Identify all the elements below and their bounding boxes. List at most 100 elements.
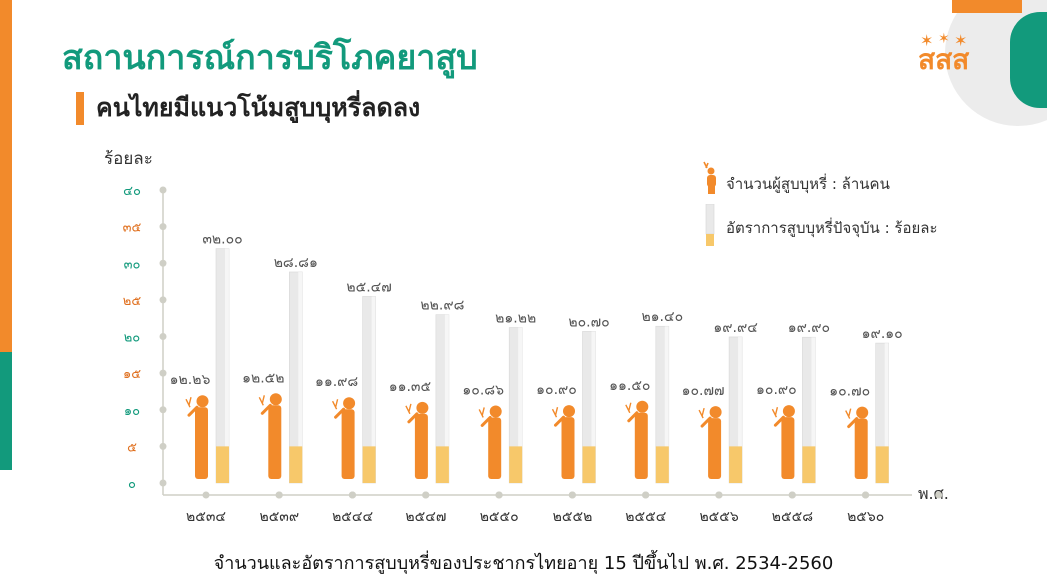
smoker-figure-head xyxy=(856,406,869,419)
y-tick-dot xyxy=(159,223,167,231)
rate-data-label: ๒๕.๔๗ xyxy=(346,279,391,295)
smoker-figure-arm xyxy=(407,412,419,424)
svg-text:✶: ✶ xyxy=(920,31,933,50)
legend-label-smokers: จำนวนผู้สูบบุหรี่ : ล้านคน xyxy=(726,175,890,193)
rate-data-label: ๑๙.๙๐ xyxy=(788,320,830,336)
y-tick-label: ๑๕ xyxy=(123,367,141,382)
cigarette-filter xyxy=(729,446,743,483)
cigarette-filter xyxy=(655,446,669,483)
smoke-puff xyxy=(625,402,632,414)
y-tick-label: ๓๕ xyxy=(123,221,142,236)
smoker-figure-head xyxy=(196,395,209,408)
logo-stars-icon: ✶ ✶ ✶ xyxy=(920,31,967,50)
smoker-figure-head xyxy=(636,400,649,413)
y-tick-dot xyxy=(159,259,167,267)
cigarette-highlight xyxy=(225,248,229,483)
page-subtitle: คนไทยมีแนวโน้มสูบบุหรี่ลดลง xyxy=(96,93,421,122)
chart-caption: จำนวนและอัตราการสูบบุหรี่ของประชากรไทยอา… xyxy=(213,553,834,574)
y-tick-label: ๔๐ xyxy=(123,184,141,199)
x-tick-label: ๒๕๔๔ xyxy=(332,509,373,525)
x-tick-dot xyxy=(862,491,870,499)
left-orange-strip xyxy=(0,0,12,352)
smoker-figure-head xyxy=(269,393,282,406)
y-tick-dot xyxy=(159,186,167,194)
x-tick-dot xyxy=(349,491,357,499)
corner-orange-bar xyxy=(952,0,1022,13)
smoke-puff xyxy=(258,395,265,406)
x-tick-label: ๒๕๕๐ xyxy=(480,509,519,525)
smoke-puff xyxy=(331,399,339,410)
cigarette-filter xyxy=(802,446,816,483)
smoker-figure-body xyxy=(634,412,648,479)
cigarette-highlight xyxy=(664,326,669,483)
rate-data-label: ๓๒.๐๐ xyxy=(202,232,242,248)
smoker-figure-body xyxy=(854,418,868,479)
smoker-data-label: ๑๐.๘๖ xyxy=(462,382,504,398)
smoker-figure-arm xyxy=(260,403,272,415)
smoker-figure-head xyxy=(489,405,502,418)
legend-label-rate: อัตราการสูบบุหรี่ปัจจุบัน : ร้อยละ xyxy=(726,219,938,237)
cigarette-filter xyxy=(582,446,596,483)
x-tick-label: ๒๕๕๒ xyxy=(553,509,593,525)
smoker-figure-body xyxy=(708,418,722,479)
smoker-figure-body xyxy=(561,417,575,479)
y-axis-label: ร้อยละ xyxy=(104,149,153,169)
y-tick-label: ๐ xyxy=(128,477,136,492)
smoker-data-label: ๑๐.๗๐ xyxy=(829,384,870,400)
y-tick-dot xyxy=(159,406,167,414)
cigarette-highlight xyxy=(298,271,303,483)
x-tick-dot xyxy=(935,491,943,499)
smoker-data-label: ๑๒.๕๒ xyxy=(242,370,284,386)
left-green-strip xyxy=(0,352,12,470)
smoker-figure-head xyxy=(416,401,429,414)
smoke-puff xyxy=(478,407,485,418)
smoke-puff xyxy=(771,406,779,418)
x-tick-dot xyxy=(422,491,430,499)
smoker-figure-body xyxy=(781,417,795,479)
cigarette-highlight xyxy=(738,336,743,483)
smoker-figure-head xyxy=(343,397,356,410)
smoke-puff xyxy=(845,408,852,419)
svg-text:✶: ✶ xyxy=(954,31,967,50)
smoker-data-label: ๑๐.๙๐ xyxy=(536,382,577,398)
smoker-data-label: ๑๐.๙๐ xyxy=(756,382,797,398)
x-tick-dot xyxy=(275,491,283,499)
x-tick-dot xyxy=(202,491,210,499)
cigarette-filter xyxy=(289,446,303,483)
rate-data-label: ๒๑.๒๒ xyxy=(495,311,536,327)
cigarette-filter xyxy=(216,446,229,483)
svg-text:✶: ✶ xyxy=(938,31,950,47)
rate-data-label: ๒๘.๘๑ xyxy=(274,255,318,271)
smoker-figure-arm xyxy=(334,407,346,419)
smoke-puff xyxy=(405,403,412,415)
y-tick-label: ๕ xyxy=(127,440,137,455)
smoker-figure-head xyxy=(563,405,575,418)
cigarette-legend-icon xyxy=(705,204,715,246)
x-tick-dot xyxy=(569,491,576,499)
smoker-figure-body xyxy=(268,405,282,479)
smoker-figure-arm xyxy=(554,415,565,427)
x-tick-dot xyxy=(642,491,650,499)
smoker-data-label: ๑๒.๒๖ xyxy=(170,372,211,388)
cigarette-highlight xyxy=(371,296,376,483)
smoker-figure-arm xyxy=(773,415,785,427)
smoke-puff xyxy=(185,397,192,408)
x-tick-label: ๒๕๖๐ xyxy=(847,509,884,525)
x-tick-label: ๒๕๕๘ xyxy=(772,509,813,525)
cigarette-highlight xyxy=(591,331,596,483)
smoker-figure-arm xyxy=(700,416,712,428)
y-tick-dot xyxy=(159,479,167,487)
rate-data-label: ๒๐.๗๐ xyxy=(568,314,609,330)
smoker-figure-arm xyxy=(847,417,859,429)
x-tick-label: ๒๕๓๔ xyxy=(186,509,226,525)
smoker-figure-arm xyxy=(627,411,639,423)
cigarette-filter xyxy=(435,446,449,483)
y-tick-dot xyxy=(159,442,167,450)
cigarette-highlight xyxy=(518,327,523,483)
smoker-figure-body xyxy=(414,413,428,479)
smoker-figure-arm xyxy=(187,405,199,417)
x-tick-label: ๒๕๔๗ xyxy=(405,509,446,525)
y-tick-dot xyxy=(159,333,167,340)
x-tick-dot xyxy=(715,491,723,499)
